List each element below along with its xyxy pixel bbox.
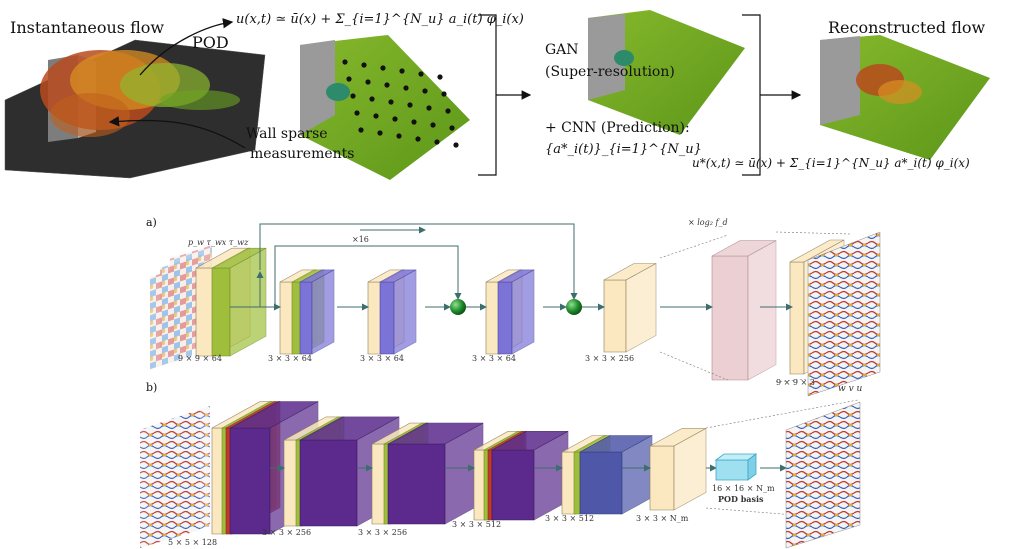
sensor-dot (415, 136, 421, 142)
panel-b-block-label-6: 3 × 3 × N_m (636, 514, 689, 523)
pod-label: POD (192, 33, 229, 52)
panel-a-label: a) (146, 216, 157, 229)
measurements-label: measurements (250, 146, 355, 162)
panel-b-label: b) (146, 381, 158, 394)
sensor-dot (384, 82, 390, 88)
sensor-dot (392, 116, 398, 122)
panel-b-block-label-2: 3 × 3 × 256 (262, 528, 312, 537)
sensor-dot (350, 93, 356, 99)
pod-basis-label: POD basis (718, 494, 764, 504)
gan-output-plate (588, 10, 745, 135)
sensor-dots (342, 59, 459, 148)
coefficients-label: {a*_i(t)}_{i=1}^{N_u} (545, 142, 702, 157)
wall-arrow (108, 116, 246, 149)
sensor-dot (430, 122, 436, 128)
panel-b-block-3-purple (387, 422, 484, 525)
panel-b-block-label-4: 3 × 3 × 512 (452, 520, 502, 529)
panel-a-block-label-2: 3 × 3 × 64 (268, 354, 312, 363)
panel-a-block-label-4: 3 × 3 × 64 (472, 354, 516, 363)
sensor-dot (453, 142, 459, 148)
panel-a-upsample-block (711, 240, 777, 381)
panel-a-block-1-green (211, 247, 267, 357)
panel-b-block-5-blue (579, 434, 653, 515)
sensor-dot (358, 127, 364, 133)
gan-label: GAN (545, 42, 579, 58)
panel-a-block-label-1: 9 × 9 × 64 (178, 354, 222, 363)
reconstruction-equation: u*(x,t) ≃ ū(x) + Σ_{i=1}^{N_u} a*_i(t) φ… (692, 156, 970, 170)
sensor-dot (399, 68, 405, 74)
instantaneous-flow-title: Instantaneous flow (10, 18, 165, 37)
panel-a-block-label-6: 9 × 9 × 3 (776, 378, 815, 387)
panel-a-block-5-beige (603, 262, 657, 353)
sensor-dot (449, 125, 455, 131)
panel-a-block-2-blue (299, 269, 335, 355)
sensor-dot (396, 133, 402, 139)
sensor-dot (354, 110, 360, 116)
panel-a-repeat: ×16 (352, 235, 369, 244)
panel-a-block-label-3: 3 × 3 × 64 (360, 354, 404, 363)
panel-a-block-4-blue (497, 269, 535, 355)
panel-b-input-field (140, 406, 210, 548)
panel-b-output-field (785, 401, 861, 549)
panel-b-block-label-5: 3 × 3 × 512 (545, 514, 595, 523)
panel-b-block-label-3: 3 × 3 × 256 (358, 528, 408, 537)
panel-b-output-label: w v u (838, 384, 863, 394)
panel-a-block-3-blue (379, 269, 417, 355)
cnn-prediction-label: + CNN (Prediction): (545, 120, 690, 136)
sensor-dot (346, 76, 352, 82)
sensor-dot (422, 88, 428, 94)
sensor-dot (441, 91, 447, 97)
right-bracket (742, 14, 761, 176)
panel-a-input-label: p_w τ_wx τ_wz (188, 238, 249, 247)
panel-a-connections (230, 223, 851, 383)
wall-sensor-plate (300, 35, 470, 180)
instantaneous-flow-image (4, 39, 266, 179)
sensor-dot (380, 65, 386, 71)
panel-a-output-field (807, 231, 881, 397)
pod-equation: u(x,t) ≃ ū(x) + Σ_{i=1}^{N_u} a_i(t) φ_i… (236, 12, 524, 27)
reconstructed-flow-title: Reconstructed flow (828, 18, 986, 37)
panel-b-block-6-beige (649, 427, 707, 511)
panel-b-block-4-purple (491, 430, 569, 521)
left-bracket (478, 14, 497, 176)
sensor-dot (403, 85, 409, 91)
sensor-dot (407, 102, 413, 108)
sensor-dot (437, 74, 443, 80)
panel-a-block-label-5: 3 × 3 × 256 (585, 354, 635, 363)
reconstructed-flow-image (820, 35, 990, 160)
sensor-dot (365, 79, 371, 85)
pod-arrow (139, 18, 234, 76)
sensor-dot (377, 130, 383, 136)
sensor-dot (418, 71, 424, 77)
sensor-dot (361, 62, 367, 68)
sensor-dot (388, 99, 394, 105)
sensor-dot (434, 139, 440, 145)
sensor-dot (445, 108, 451, 114)
panel-b-connections (270, 399, 859, 521)
panel-b-block-label-1: 5 × 5 × 128 (168, 538, 218, 547)
pod-basis-size: 16 × 16 × N_m (712, 484, 775, 493)
wall-sparse-label: Wall sparse (246, 126, 328, 142)
sensor-dot (426, 105, 432, 111)
sensor-dot (373, 113, 379, 119)
super-resolution-label: (Super-resolution) (545, 64, 675, 80)
sensor-dot (411, 119, 417, 125)
panel-b-blocks (211, 401, 707, 535)
sensor-dot (369, 96, 375, 102)
panel-a-upsample: × log₂ f_d (688, 218, 728, 227)
sensor-dot (342, 59, 348, 65)
